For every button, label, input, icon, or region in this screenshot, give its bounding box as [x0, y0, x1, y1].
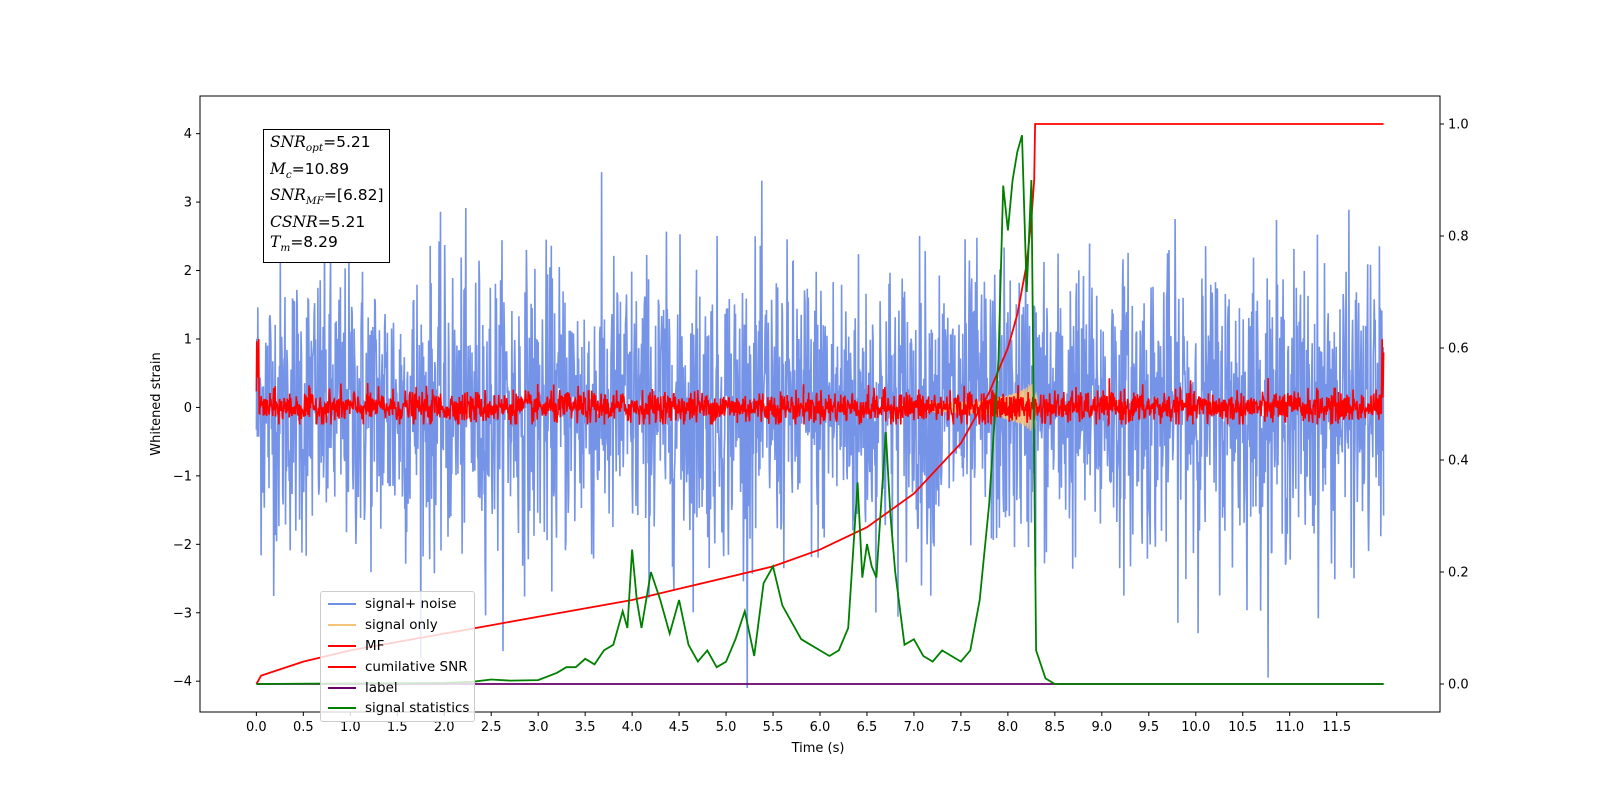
x-tick-label: 8.0: [998, 720, 1019, 735]
x-tick-label: 11.0: [1275, 720, 1304, 735]
snr-opt-line: SNRopt=5.21: [270, 133, 371, 155]
x-tick-label: 9.5: [1138, 720, 1159, 735]
x-tick-label: 2.0: [434, 720, 455, 735]
y-axis-label: Whitened strain: [149, 352, 164, 455]
legend-label: signal+ noise: [365, 596, 457, 613]
legend-label: signal statistics: [365, 700, 470, 717]
x-tick-label: 4.5: [669, 720, 690, 735]
tm-line: Tm=8.29: [270, 233, 338, 255]
x-tick-label: 0.5: [293, 720, 314, 735]
mf-line: [255, 338, 1385, 428]
legend-swatch: [328, 707, 356, 710]
legend: signal+ noise signal only MF cumilative …: [320, 591, 475, 722]
x-axis-label: Time (s): [791, 741, 845, 756]
x-tick-label: 3.0: [528, 720, 549, 735]
x-tick-label: 6.0: [810, 720, 831, 735]
legend-item-mf: MF: [321, 636, 474, 657]
y-left-tick-label: −4: [173, 675, 192, 690]
x-tick-label: 10.0: [1181, 720, 1210, 735]
legend-swatch: [328, 603, 356, 606]
csnr-line: CSNR=5.21: [270, 212, 366, 231]
y-left-tick-label: 0: [184, 401, 192, 416]
x-tick-label: 2.5: [481, 720, 502, 735]
x-axis: 0.0 0.5 1.0 1.5 2.0 2.5 3.0 3.5 4.0 4.5 5.0 5.5 6.0 6…: [246, 712, 1351, 735]
y-right-tick-label: 0.8: [1448, 230, 1469, 245]
legend-label: label: [365, 679, 398, 696]
legend-item-label: label: [321, 677, 474, 698]
signal-statistics-line: [256, 134, 1384, 685]
y-left-tick-label: −2: [173, 538, 192, 553]
x-tick-label: 8.5: [1045, 720, 1066, 735]
legend-label: cumilative SNR: [365, 658, 468, 675]
y-left-tick-label: 2: [184, 264, 192, 279]
x-tick-label: 6.5: [857, 720, 878, 735]
y-right-tick-label: 0.4: [1448, 454, 1469, 469]
x-tick-label: 1.5: [387, 720, 408, 735]
legend-item-signal-noise: signal+ noise: [321, 594, 474, 615]
legend-item-signal-statistics: signal statistics: [321, 698, 474, 719]
mc-line: Mc=10.89: [270, 159, 350, 181]
x-tick-label: 11.5: [1322, 720, 1351, 735]
y-right-tick-label: 0.2: [1448, 566, 1469, 581]
x-tick-label: 7.5: [951, 720, 972, 735]
y-left-tick-label: 4: [184, 127, 192, 142]
x-tick-label: 9.0: [1091, 720, 1112, 735]
x-tick-label: 1.0: [340, 720, 361, 735]
legend-swatch: [328, 624, 356, 627]
snr-mf-line: SNRMF=[6.82]: [270, 186, 384, 208]
y-axis-right: 1.0 0.8 0.6 0.4 0.2 0.0: [1440, 118, 1469, 693]
stats-annotation-box: SNRopt=5.21 Mc=10.89 SNRMF=[6.82] CSNR=5…: [263, 129, 390, 263]
legend-label: signal only: [365, 617, 438, 634]
y-right-tick-label: 0.0: [1448, 678, 1469, 693]
x-tick-label: 5.5: [763, 720, 784, 735]
y-left-tick-label: −3: [173, 606, 192, 621]
legend-swatch: [328, 686, 356, 689]
y-right-tick-label: 1.0: [1448, 118, 1469, 133]
x-tick-label: 4.0: [622, 720, 643, 735]
x-tick-label: 0.0: [246, 720, 267, 735]
x-tick-label: 3.5: [575, 720, 596, 735]
y-left-tick-label: 3: [184, 196, 192, 211]
legend-swatch: [328, 665, 356, 668]
x-tick-label: 5.0: [716, 720, 737, 735]
legend-item-signal-only: signal only: [321, 615, 474, 636]
y-right-tick-label: 0.6: [1448, 342, 1469, 357]
x-tick-label: 7.0: [904, 720, 925, 735]
legend-label: MF: [365, 637, 385, 654]
y-axis-left: 4 3 2 1 0 −1 −2 −3 −4: [173, 127, 200, 690]
y-left-tick-label: −1: [173, 469, 192, 484]
y-left-tick-label: 1: [184, 332, 192, 347]
legend-swatch: [328, 644, 356, 647]
x-tick-label: 10.5: [1228, 720, 1257, 735]
legend-item-cumulative-snr: cumilative SNR: [321, 656, 474, 677]
